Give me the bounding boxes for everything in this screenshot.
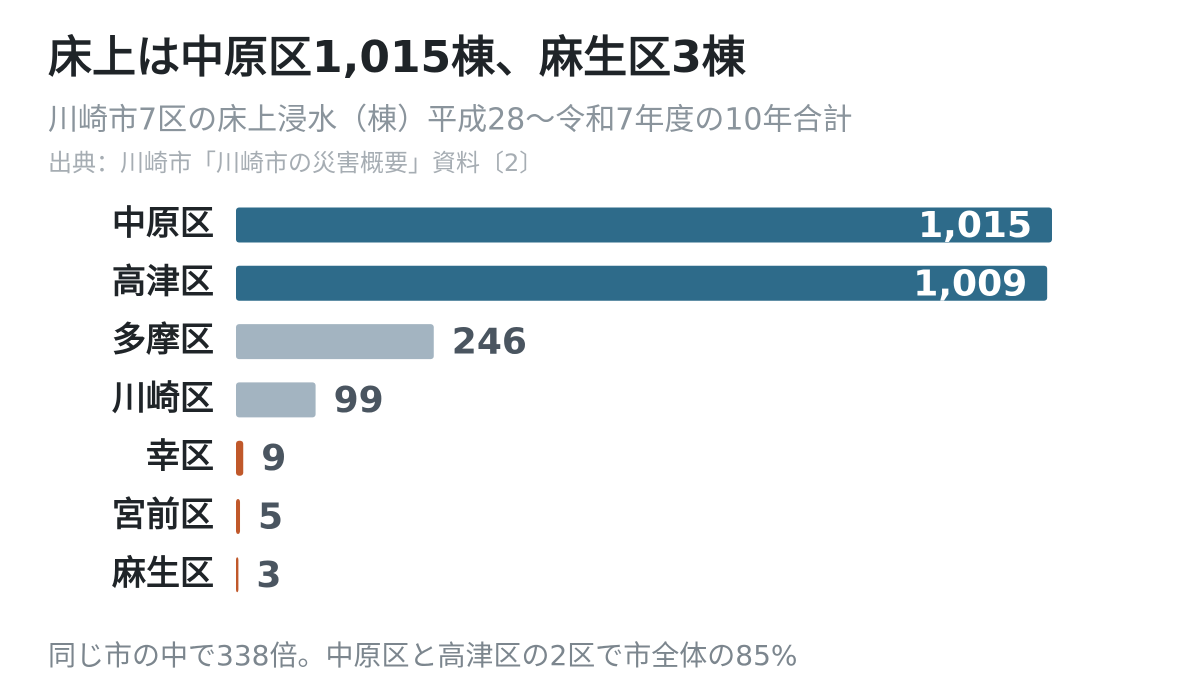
- value-label: 3: [256, 555, 281, 596]
- category-label: 川崎区: [112, 378, 214, 418]
- category-label: 宮前区: [112, 495, 214, 535]
- bar: [236, 440, 244, 476]
- chart-title: 床上は中原区1,015棟、麻生区3棟: [48, 32, 747, 83]
- bar: [236, 324, 434, 360]
- category-label: 中原区: [112, 204, 214, 244]
- chart-subtitle: 川崎市7区の床上浸水（棟）平成28〜令和7年度の10年合計: [48, 103, 853, 138]
- value-label: 5: [258, 497, 283, 538]
- bar: [236, 207, 1052, 243]
- chart-note: 同じ市の中で338倍。中原区と高津区の2区で市全体の85%: [48, 639, 798, 672]
- bar: [236, 265, 1048, 301]
- category-label: 多摩区: [112, 320, 214, 360]
- bar: [236, 499, 241, 534]
- bar: [236, 557, 239, 593]
- value-label: 1,009: [913, 263, 1027, 304]
- category-label: 幸区: [146, 437, 214, 477]
- value-label: 99: [334, 380, 384, 421]
- value-label: 9: [261, 438, 286, 479]
- value-label: 1,015: [918, 205, 1032, 246]
- bar: [236, 382, 316, 418]
- value-label: 246: [452, 322, 527, 363]
- chart-source: 出典：川崎市「川崎市の災害概要」資料〔2〕: [48, 149, 543, 177]
- category-label: 高津区: [112, 262, 214, 302]
- category-label: 麻生区: [112, 553, 214, 593]
